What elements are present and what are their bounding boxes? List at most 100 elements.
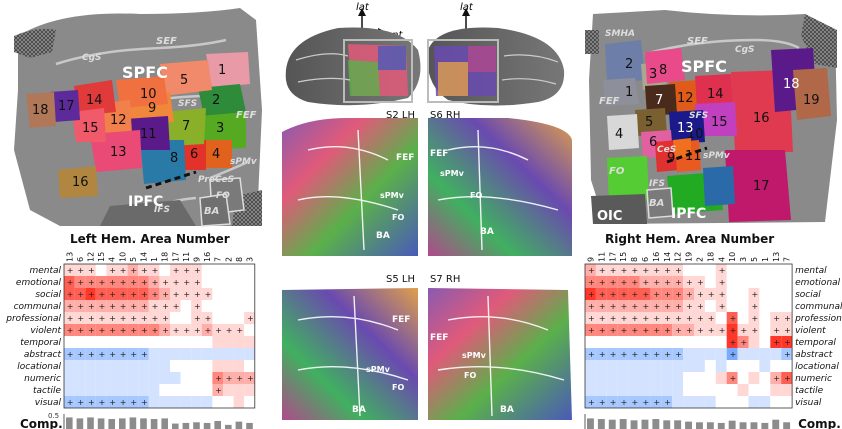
comp-label: Comp.	[798, 417, 841, 429]
significance-mark: +	[109, 398, 116, 407]
heatmap-cell	[585, 324, 596, 336]
col-label-top: 19	[685, 252, 694, 262]
left-map-dashed-line	[145, 170, 197, 190]
heatmap-cell	[138, 360, 149, 372]
heatmap-cell	[191, 264, 202, 276]
heatmap-cell	[106, 336, 117, 348]
heatmap-cell	[159, 264, 170, 276]
flatmap-s6-rh-ba: BA	[480, 227, 494, 237]
comp-bar	[161, 418, 168, 429]
heatmap-cell	[64, 300, 75, 312]
heatmap-cell	[770, 384, 782, 396]
significance-mark: +	[730, 350, 737, 359]
significance-mark: +	[120, 398, 127, 407]
heatmap-cell	[223, 336, 234, 348]
heatmap-cell	[191, 336, 202, 348]
heatmap-cell	[672, 324, 684, 336]
significance-mark: +	[141, 314, 148, 323]
heatmap-cell	[95, 264, 107, 276]
left-map-border-17	[50, 90, 80, 122]
heatmap-cell	[628, 348, 640, 360]
heatmap-cell	[201, 300, 213, 312]
heatmap-cell	[85, 372, 96, 384]
row-label: professiona	[794, 314, 842, 324]
heatmap-cell	[781, 384, 793, 396]
heatmap-cell	[64, 264, 75, 276]
heatmap-cell	[672, 336, 684, 348]
heatmap-cell	[726, 372, 738, 384]
left-map-bottom-dark	[100, 200, 196, 226]
col-label-top: 2	[695, 257, 704, 262]
heatmap-cell	[74, 360, 86, 372]
heatmap-cell	[148, 276, 160, 288]
heatmap-cell	[694, 312, 705, 324]
col-label-top: 15	[97, 252, 106, 262]
comp-bar	[739, 422, 747, 429]
comp-bar	[674, 420, 682, 429]
significance-mark: +	[88, 314, 95, 323]
heatmap-cell	[159, 312, 170, 324]
significance-mark: +	[67, 314, 74, 323]
heatmap-cell	[223, 300, 234, 312]
heatmap-cell	[233, 324, 245, 336]
significance-mark: +	[99, 398, 106, 407]
significance-mark: +	[653, 278, 660, 287]
heatmap-cell	[704, 300, 716, 312]
heatmap-cell	[64, 396, 75, 408]
heatmap-cell	[759, 384, 771, 396]
significance-mark: +	[77, 290, 84, 299]
heatmap-cell	[683, 384, 694, 396]
heatmap-cell	[617, 300, 629, 312]
heatmap-cell	[585, 360, 596, 372]
col-label-top: 12	[674, 252, 683, 262]
right-map-area-7	[645, 84, 677, 116]
right-map-label-sfs: SFS	[689, 111, 708, 121]
col-label-top: 12	[87, 252, 96, 262]
heatmap-cell	[148, 396, 160, 408]
col-label-top: 8	[630, 257, 639, 262]
heatmap-cell	[159, 276, 170, 288]
left-map-border-4	[204, 140, 232, 168]
significance-mark: +	[664, 278, 671, 287]
significance-mark: +	[67, 350, 74, 359]
col-label-top: 14	[140, 252, 149, 262]
left-map-area-number: 6	[190, 147, 198, 162]
significance-mark: +	[109, 350, 116, 359]
significance-mark: +	[653, 398, 660, 407]
significance-mark: +	[588, 266, 595, 275]
significance-mark: +	[784, 326, 791, 335]
col-label-top: 7	[214, 257, 223, 262]
heatmap-cell	[595, 360, 607, 372]
heatmap-cell	[148, 372, 160, 384]
right-map-area-number: 16	[753, 111, 770, 126]
significance-mark: +	[675, 314, 682, 323]
heatmap-cell	[74, 348, 86, 360]
significance-mark: +	[664, 326, 671, 335]
left-map-ba-blob	[199, 193, 231, 227]
significance-mark: +	[719, 266, 726, 275]
significance-mark: +	[675, 278, 682, 287]
heatmap-cell	[704, 276, 716, 288]
significance-mark: +	[141, 302, 148, 311]
heatmap-cell	[95, 324, 107, 336]
significance-mark: +	[130, 326, 137, 335]
col-label-top: 4	[717, 257, 726, 262]
col-label-top: 15	[619, 252, 628, 262]
heatmap-cell	[748, 396, 760, 408]
heatmap-cell	[650, 360, 662, 372]
row-label: locational	[795, 362, 839, 372]
significance-mark: +	[773, 314, 780, 323]
heatmap-cell	[74, 336, 86, 348]
comp-bar	[761, 422, 769, 429]
heatmap-cell	[148, 360, 160, 372]
significance-mark: +	[653, 350, 660, 359]
heatmap-cell	[127, 336, 139, 348]
heatmap-cell	[661, 384, 673, 396]
heatmap-cell	[223, 264, 234, 276]
significance-mark: +	[621, 326, 628, 335]
heatmap-cell	[95, 276, 107, 288]
heatmap-cell	[737, 276, 749, 288]
significance-mark: +	[610, 290, 617, 299]
heatmap-cell	[672, 276, 684, 288]
significance-mark: +	[77, 398, 84, 407]
